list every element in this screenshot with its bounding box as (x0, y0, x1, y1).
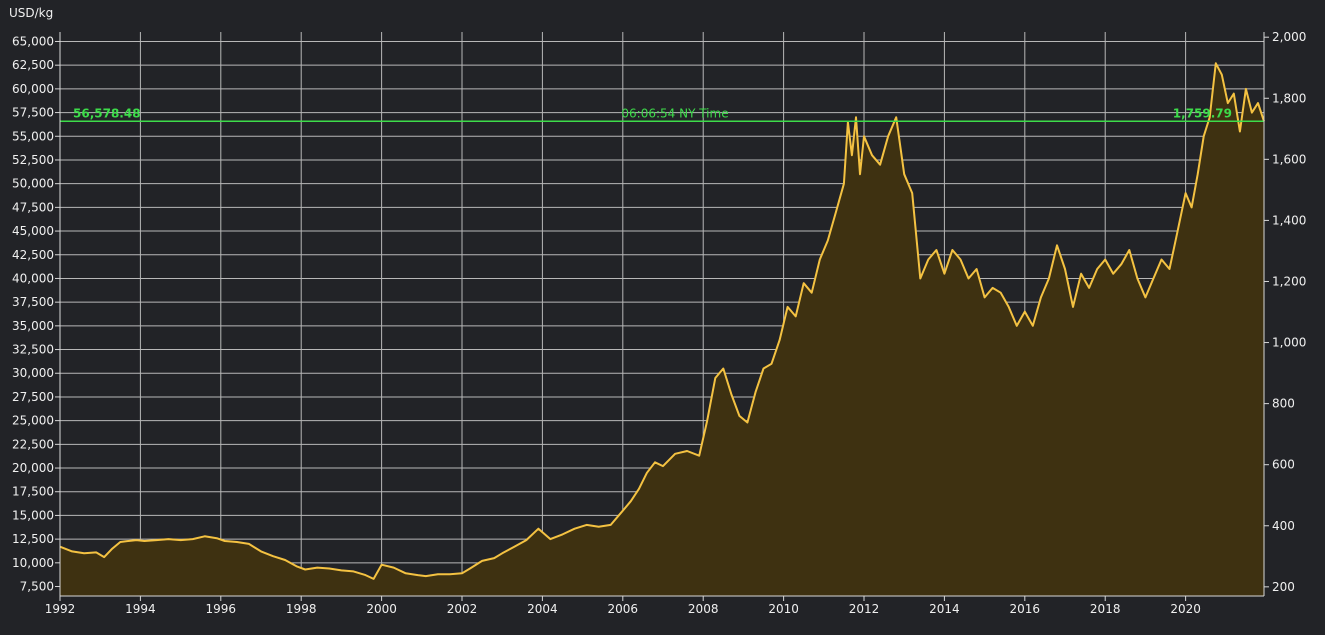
y-left-tick-label: 55,000 (12, 129, 54, 143)
x-axis-ticks: 1992 1994 1996 1998 2000 2002 2004 2006 2008 2010… (45, 596, 1201, 616)
y-left-tick-label: 37,500 (12, 295, 54, 309)
y-left-tick-label: 40,000 (12, 271, 54, 285)
x-tick-label: 2004 (527, 602, 558, 616)
price-line (59, 62, 1265, 580)
y-left-tick-label: 17,500 (12, 485, 54, 499)
x-tick-label: 2018 (1090, 602, 1121, 616)
y-left-tick-label: 20,000 (12, 461, 54, 475)
x-tick-label: 2006 (608, 602, 639, 616)
y-right-tick-label: 200 (1272, 580, 1295, 594)
price-area-fill (60, 63, 1264, 597)
x-tick-label: 2016 (1010, 602, 1041, 616)
x-tick-label: 2020 (1170, 602, 1201, 616)
x-tick-label: 2008 (688, 602, 719, 616)
y-right-tick-label: 1,600 (1272, 152, 1306, 166)
y-left-tick-label: 25,000 (12, 414, 54, 428)
reference-value-right-label: 1,759.79 (1173, 106, 1232, 120)
y-right-tick-label: 1,800 (1272, 91, 1306, 105)
y-left-tick-label: 10,000 (12, 556, 54, 570)
y-left-tick-label: 12,500 (12, 532, 54, 546)
y-left-tick-label: 65,000 (12, 34, 54, 48)
y-right-tick-label: 800 (1272, 397, 1295, 411)
x-tick-label: 2000 (366, 602, 397, 616)
y-left-tick-label: 47,500 (12, 200, 54, 214)
y-right-tick-label: 1,400 (1272, 213, 1306, 227)
x-tick-label: 2014 (929, 602, 960, 616)
y-left-tick-label: 57,500 (12, 106, 54, 120)
y-left-tick-label: 45,000 (12, 224, 54, 238)
reference-value-left-label: 56,578.48 (73, 106, 141, 120)
y-right-tick-label: 600 (1272, 458, 1295, 472)
y-left-tick-label: 62,500 (12, 58, 54, 72)
y-left-tick-label: 22,500 (12, 437, 54, 451)
reference-time-label: 06:06:54 NY Time (621, 106, 728, 120)
y-left-tick-label: 7,500 (20, 580, 54, 594)
x-tick-label: 1994 (125, 602, 156, 616)
y-left-tick-label: 15,000 (12, 508, 54, 522)
y-right-tick-label: 1,200 (1272, 274, 1306, 288)
y-axis-right-ticks: 200 400 600 800 1,000 1,200 1,400 1,600 1,800 2,0… (1264, 30, 1306, 594)
y-left-tick-label: 32,500 (12, 343, 54, 357)
y-right-tick-label: 1,000 (1272, 336, 1306, 350)
x-tick-label: 1992 (45, 602, 76, 616)
y-right-tick-label: 400 (1272, 519, 1295, 533)
y-left-tick-label: 52,500 (12, 153, 54, 167)
x-tick-label: 1996 (206, 602, 237, 616)
y-left-tick-label: 35,000 (12, 319, 54, 333)
axes (59, 32, 1265, 597)
y-left-tick-label: 42,500 (12, 248, 54, 262)
x-tick-label: 2002 (447, 602, 478, 616)
y-left-tick-label: 27,500 (12, 390, 54, 404)
x-tick-label: 2012 (849, 602, 880, 616)
y-axis-unit-label: USD/kg (9, 6, 53, 20)
y-left-tick-label: 50,000 (12, 177, 54, 191)
x-tick-label: 1998 (286, 602, 317, 616)
y-axis-left-ticks: 7,500 10,000 12,500 15,000 17,500 20,000 22,50… (12, 34, 60, 594)
y-left-tick-label: 60,000 (12, 82, 54, 96)
y-left-tick-label: 30,000 (12, 366, 54, 380)
y-right-tick-label: 2,000 (1272, 30, 1306, 44)
x-tick-label: 2010 (768, 602, 799, 616)
